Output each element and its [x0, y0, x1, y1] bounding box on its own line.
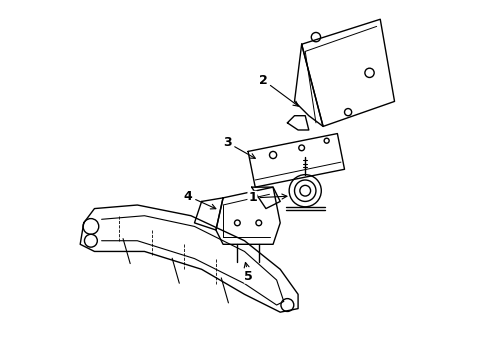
Text: 4: 4: [183, 190, 215, 209]
Text: 3: 3: [223, 136, 255, 158]
Text: 5: 5: [244, 262, 253, 283]
Text: 1: 1: [247, 192, 286, 204]
Text: 2: 2: [258, 73, 298, 106]
